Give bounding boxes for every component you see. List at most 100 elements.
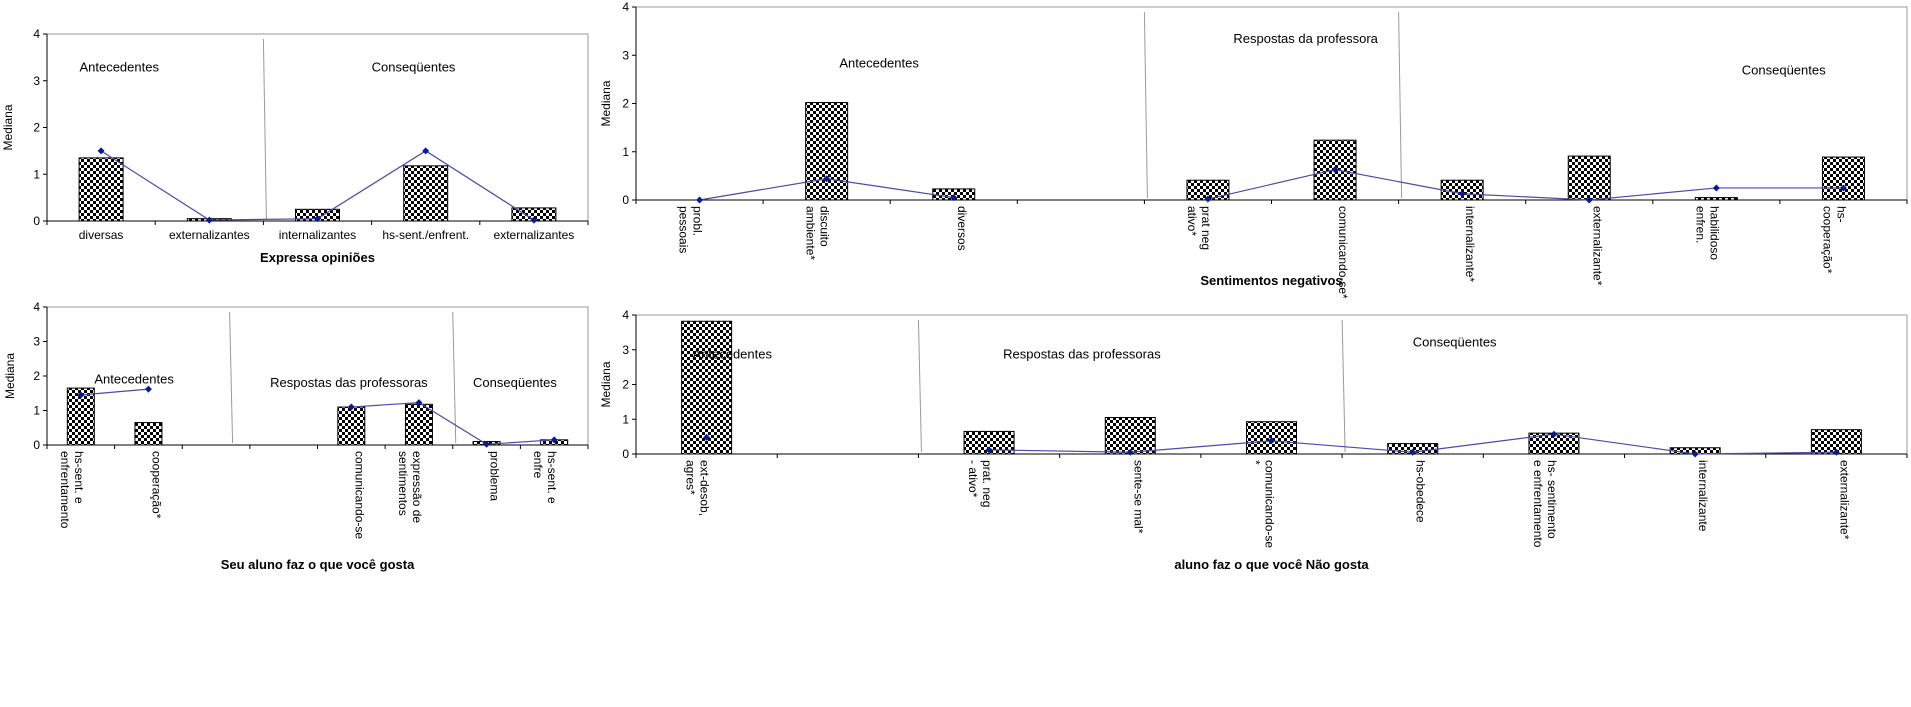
- point: [1839, 184, 1847, 192]
- point: [415, 399, 423, 407]
- x-tick-label: internalizante*: [1463, 206, 1477, 282]
- x-tick-label: comunicando-se*: [1336, 206, 1350, 299]
- point: [1550, 430, 1558, 438]
- y-tick-label: 1: [33, 404, 40, 418]
- bar: [805, 102, 849, 201]
- bar: [134, 422, 163, 446]
- x-tick-label-line: problema: [488, 451, 502, 501]
- x-tick-label-line: habilidoso: [1707, 206, 1721, 260]
- y-tick-label: 1: [622, 412, 629, 426]
- section-divider: [917, 319, 922, 453]
- y-tick-label: 2: [622, 97, 629, 111]
- x-tick-label-line: expressão de: [410, 451, 424, 523]
- bar: [404, 403, 433, 446]
- y-axis-title: Mediana: [1, 104, 15, 150]
- section-label: Respostas das professoras: [1003, 346, 1161, 361]
- x-tick-label: internalizante: [1696, 460, 1710, 532]
- series-line: [351, 401, 555, 445]
- y-tick-label: 0: [33, 214, 40, 228]
- point: [696, 196, 704, 204]
- x-axis-title: aluno faz o que você Não gosta: [1174, 557, 1369, 572]
- y-axis-title: Mediana: [599, 80, 613, 126]
- point: [97, 147, 105, 155]
- x-tick-label-line: hs-sent. e: [545, 451, 559, 504]
- section-label: Respostas da professora: [1233, 31, 1378, 46]
- x-tick-label: probl.pessoais: [677, 206, 705, 253]
- series-line: [80, 388, 149, 396]
- bar: [681, 320, 733, 455]
- point: [703, 433, 711, 441]
- y-axis-title: Mediana: [3, 353, 17, 399]
- point: [530, 216, 538, 224]
- bar: [1694, 197, 1738, 201]
- section-label: Conseqüentes: [372, 59, 456, 74]
- x-tick-label-line: sentimentos: [396, 451, 410, 516]
- x-tick-label: comunicando-se*: [1249, 460, 1277, 548]
- y-axis-title: Mediana: [599, 361, 613, 407]
- section-divider: [1341, 319, 1346, 453]
- x-tick-label-line: hs-sent. e: [72, 451, 86, 504]
- point: [823, 175, 831, 183]
- x-axis-title: Sentimentos negativos: [1200, 273, 1342, 288]
- x-tick-label: internalizantes: [279, 228, 356, 242]
- point: [1458, 190, 1466, 198]
- x-tick-label: externalizantes: [169, 228, 250, 242]
- point: [950, 194, 958, 202]
- y-tick-label: 4: [33, 27, 40, 41]
- x-tick-label-line: externalizante*: [1837, 460, 1851, 540]
- x-tick-label: habilidosoenfren.: [1693, 206, 1721, 260]
- point: [205, 216, 213, 224]
- bar: [1821, 156, 1865, 201]
- bar: [1104, 417, 1156, 455]
- x-tick-label-line: probl.: [691, 206, 705, 236]
- y-tick-label: 3: [33, 74, 40, 88]
- x-tick-label-line: sente-se mal*: [1131, 460, 1145, 534]
- point: [1126, 448, 1134, 456]
- x-tick-label-line: cooperação*: [1820, 206, 1834, 274]
- x-tick-label-line: pessoais: [677, 206, 691, 253]
- point: [77, 391, 85, 399]
- y-tick-label: 0: [622, 447, 629, 461]
- section-label: Conseqüentes: [1742, 63, 1826, 78]
- x-tick-label: hs-sent./enfrent.: [382, 228, 469, 242]
- x-tick-label: diversos: [955, 206, 969, 251]
- point: [144, 385, 152, 393]
- x-tick-label-line: internalizante*: [1463, 206, 1477, 282]
- bar: [963, 430, 1015, 455]
- point: [1832, 448, 1840, 456]
- y-tick-label: 2: [33, 369, 40, 383]
- section-label: Antecedentes: [839, 55, 919, 70]
- point: [550, 436, 558, 444]
- y-tick-label: 2: [33, 121, 40, 135]
- x-tick-label: diversas: [79, 228, 124, 242]
- x-tick-label: hs-sent. eenfrentamento: [58, 451, 86, 529]
- y-tick-label: 1: [33, 167, 40, 181]
- x-tick-label-line: ativo*: [1185, 206, 1199, 236]
- point: [347, 403, 355, 411]
- x-tick-label: externalizantes: [494, 228, 575, 242]
- point: [314, 215, 321, 223]
- y-tick-label: 3: [622, 343, 629, 357]
- bar: [337, 406, 366, 446]
- section-label: Antecedentes: [692, 346, 772, 361]
- y-tick-label: 2: [622, 378, 629, 392]
- x-tick-label-line: hs- sentimento: [1545, 460, 1559, 539]
- x-tick-label: prat. neg- ativo*: [966, 460, 994, 507]
- x-tick-label-line: comunicando-se: [352, 451, 366, 539]
- bar: [403, 165, 449, 222]
- x-tick-label: problema: [488, 451, 502, 501]
- y-tick-label: 4: [33, 300, 40, 314]
- x-tick-label-line: hs-obedece: [1414, 460, 1428, 523]
- series-line: [1207, 168, 1844, 201]
- y-tick-label: 3: [622, 48, 629, 62]
- x-tick-label: hs- sentimentoe enfrentamento: [1531, 460, 1559, 548]
- x-tick-label: externalizante*: [1590, 206, 1604, 286]
- x-axis-title: Expressa opiniões: [260, 250, 375, 265]
- x-tick-label-line: comunicando-se: [1263, 460, 1277, 548]
- y-tick-label: 0: [33, 438, 40, 452]
- x-tick-label: discuitoambiente*: [804, 206, 832, 260]
- y-tick-label: 3: [33, 335, 40, 349]
- x-tick-label: sente-se mal*: [1131, 460, 1145, 534]
